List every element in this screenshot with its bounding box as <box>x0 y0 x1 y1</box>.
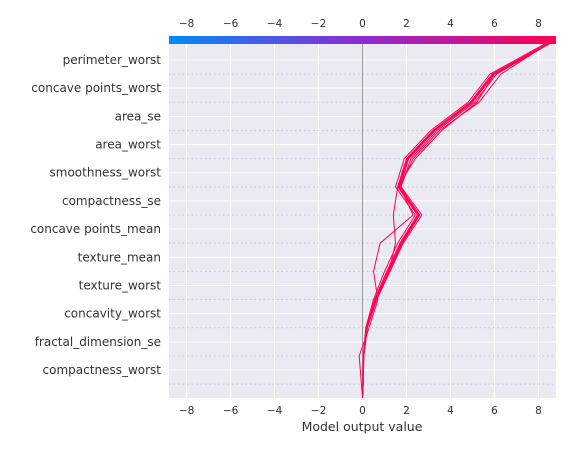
feature-label: concave points_mean <box>30 222 161 236</box>
top-x-tick-label: 8 <box>535 18 542 30</box>
feature-label: concavity_worst <box>64 307 161 321</box>
bottom-x-tick-label: 0 <box>359 405 366 417</box>
bottom-x-tick-label: 8 <box>535 405 542 417</box>
colorbar <box>169 36 556 44</box>
feature-label: concave points_worst <box>31 81 161 95</box>
bottom-x-tick-label: −4 <box>267 405 283 417</box>
bottom-x-tick-label: −2 <box>311 405 326 417</box>
feature-label: texture_mean <box>78 250 161 264</box>
decision-line <box>358 39 555 399</box>
top-x-tick-label: −2 <box>311 18 326 30</box>
top-x-tick-label: −4 <box>267 18 283 30</box>
bottom-x-tick-label: 2 <box>403 405 410 417</box>
feature-label: compactness_se <box>62 194 161 208</box>
feature-label: perimeter_worst <box>63 53 162 67</box>
top-x-tick-label: −8 <box>179 18 194 30</box>
bottom-x-tick-label: 6 <box>491 405 498 417</box>
decision-line <box>362 39 557 399</box>
bottom-x-tick-label: −6 <box>223 405 239 417</box>
bottom-x-tick-label: −8 <box>179 405 194 417</box>
feature-label: area_worst <box>95 138 161 152</box>
decision-line <box>362 39 552 399</box>
feature-label: smoothness_worst <box>50 166 162 180</box>
top-x-tick-label: 0 <box>359 18 366 30</box>
x-axis-title: Model output value <box>302 419 423 434</box>
feature-label: compactness_worst <box>43 363 162 377</box>
bottom-x-tick-label: 4 <box>447 405 454 417</box>
top-x-tick-label: 4 <box>447 18 454 30</box>
feature-label: fractal_dimension_se <box>35 335 161 349</box>
top-x-tick-label: 2 <box>403 18 410 30</box>
top-x-tick-label: −6 <box>223 18 239 30</box>
feature-label: area_se <box>115 109 161 123</box>
feature-label: texture_worst <box>79 278 162 292</box>
top-x-tick-label: 6 <box>491 18 498 30</box>
